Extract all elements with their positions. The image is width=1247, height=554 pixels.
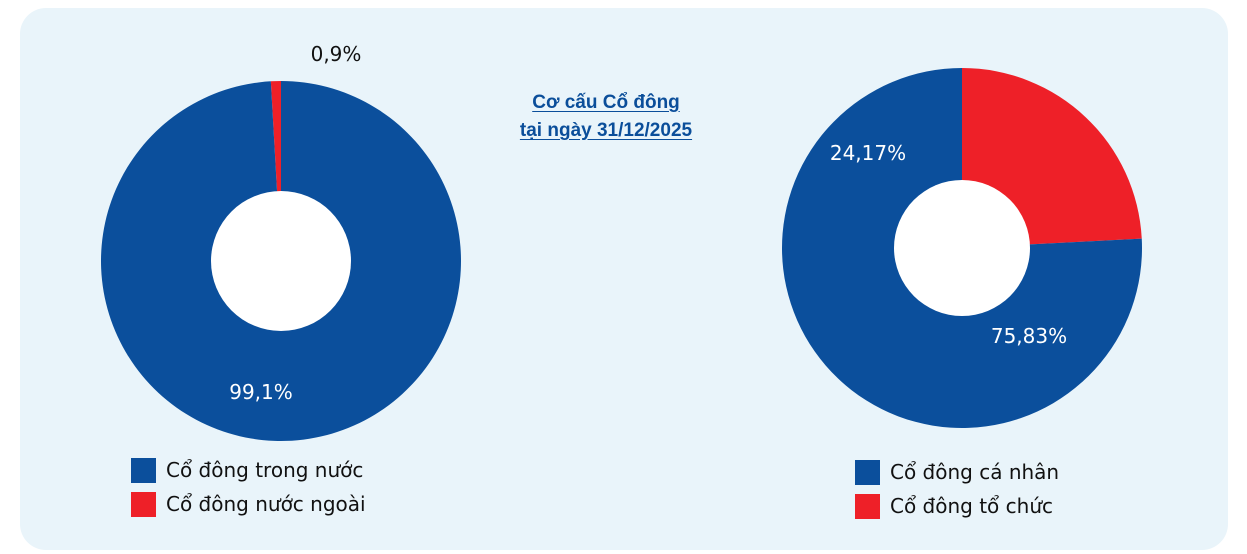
donut-hole-2 xyxy=(894,180,1030,316)
legend-swatch-domestic xyxy=(131,457,156,483)
legend-swatch-institutional xyxy=(855,493,880,519)
data-label-individual: 75,83% xyxy=(991,324,1067,348)
legend-item-domestic: Cổ đông trong nước xyxy=(131,453,366,487)
chart-title-line2: tại ngày 31/12/2025 xyxy=(519,120,693,141)
data-label-institutional: 24,17% xyxy=(830,141,906,165)
chart-title-line1: Cơ cấu Cổ đông xyxy=(532,92,680,113)
legend-swatch-foreign xyxy=(131,491,156,517)
legend-label-institutional: Cổ đông tổ chức xyxy=(890,494,1053,518)
chart-title: Cơ cấu Cổ đông tại ngày 31/12/2025 xyxy=(450,89,762,145)
donut-hole-1 xyxy=(211,191,351,331)
legend-label-foreign: Cổ đông nước ngoài xyxy=(166,492,366,516)
legend-right: Cổ đông cá nhân Cổ đông tổ chức xyxy=(855,455,1059,523)
legend-item-institutional: Cổ đông tổ chức xyxy=(855,489,1059,523)
data-label-foreign: 0,9% xyxy=(311,42,362,66)
legend-label-individual: Cổ đông cá nhân xyxy=(890,460,1060,484)
data-label-domestic: 99,1% xyxy=(229,380,293,404)
legend-swatch-individual xyxy=(855,459,880,485)
legend-item-individual: Cổ đông cá nhân xyxy=(855,455,1059,489)
legend-item-foreign: Cổ đông nước ngoài xyxy=(131,487,366,521)
legend-label-domestic: Cổ đông trong nước xyxy=(166,458,364,482)
legend-left: Cổ đông trong nước Cổ đông nước ngoài xyxy=(131,453,366,521)
